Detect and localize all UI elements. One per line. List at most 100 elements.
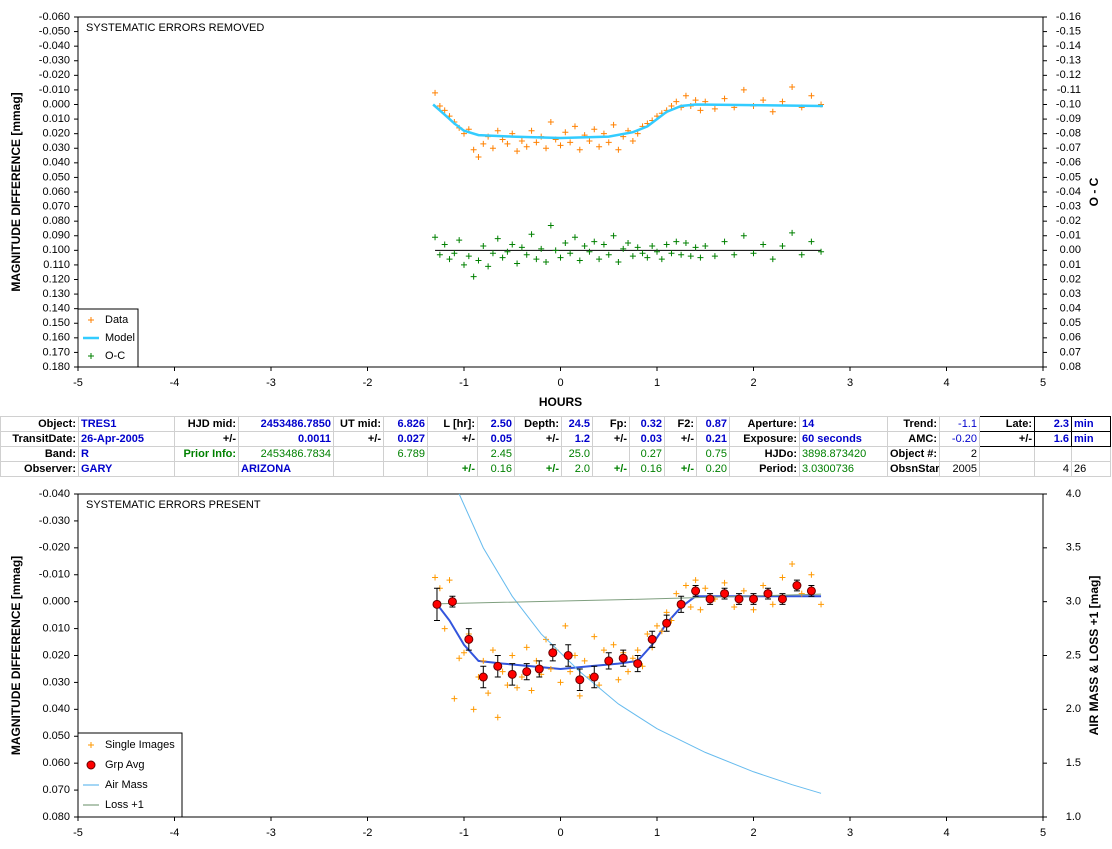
table-cell: 0.027 [383,431,428,447]
data-point [451,695,458,702]
y-tick-label: 0.010 [42,113,70,125]
table-cell: Exposure: [729,431,800,447]
data-point [658,256,665,263]
y2-tick-label: -0.02 [1056,215,1081,227]
table-cell: 0.16 [477,461,515,477]
table-cell: Object: [0,416,79,432]
x-tick-label: -2 [363,827,373,839]
group-average [720,589,730,599]
y-tick-label: -0.020 [39,69,70,81]
x-tick-label: -2 [363,377,373,389]
legend-label: Grp Avg [105,759,145,771]
table-cell: Fp: [592,416,630,432]
y2-axis-label: AIR MASS & LOSS +1 [mag] [1087,576,1101,736]
y-tick-label: 0.170 [42,346,70,358]
data-point [760,582,767,589]
data-point [600,647,607,654]
y-tick-label: 0.000 [42,596,70,608]
table-cell: 0.05 [477,431,515,447]
data-point [702,585,709,592]
group-average [691,586,701,596]
y-tick-label: -0.010 [39,84,70,96]
table-cell: Trend: [887,416,940,432]
data-point [682,240,689,247]
data-point [769,256,776,263]
data-point [504,140,511,147]
table-cell: Depth: [514,416,562,432]
data-point [456,655,463,662]
data-point [475,154,482,160]
y2-tick-label: -0.15 [1056,25,1081,37]
table-cell: +/- [514,461,562,477]
table-cell: TransitDate: [0,431,79,447]
data-point [629,655,636,662]
data-point [489,647,496,654]
table-row: Observer: GARY ARIZONA +/- 0.16 +/- 2.0 +/- 0.16… [0,461,1111,477]
y2-tick-label: -0.05 [1056,171,1081,183]
group-average [432,599,442,609]
table-cell [979,461,1035,477]
y-tick-label: 0.050 [42,730,70,742]
table-cell [174,461,239,477]
table-cell [979,446,1035,462]
x-tick-label: -1 [459,377,469,389]
y2-tick-label: -0.13 [1056,55,1081,67]
y2-tick-label: -0.11 [1057,84,1081,96]
table-cell: 2.45 [477,446,515,462]
x-tick-label: -5 [73,827,83,839]
y2-tick-label: 1.0 [1066,811,1081,823]
y-axis-label: MAGNITUDE DIFFERENCE [mmag] [9,556,23,755]
data-point [485,690,492,697]
data-point [760,241,767,248]
table-cell: 6.789 [383,446,428,462]
data-point [528,127,535,134]
group-average [749,594,758,604]
data-point [514,148,521,155]
data-point [779,574,786,581]
group-average [604,656,614,666]
data-point [798,251,805,258]
table-cell: 2.50 [477,416,515,432]
x-tick-label: 0 [557,827,563,839]
y2-tick-label: 0.01 [1060,259,1081,271]
group-average [633,659,643,669]
table-cell: 0.32 [629,416,665,432]
group-average [589,672,599,682]
data-point [740,86,747,93]
legend-swatch [88,353,94,359]
data-point [586,137,593,144]
table-cell: 24.5 [561,416,593,432]
data-point [692,577,699,584]
y-tick-label: 0.080 [42,811,70,823]
y2-tick-label: 0.08 [1060,361,1081,373]
table-cell: +/- [427,461,478,477]
data-point [432,574,439,581]
data-point [562,622,569,629]
y2-tick-label: -0.09 [1056,113,1081,125]
y-tick-label: 0.010 [42,622,70,634]
y-tick-label: 0.120 [42,273,70,285]
data-point [629,137,636,144]
y2-tick-label: -0.06 [1056,157,1081,169]
y-tick-label: 0.040 [42,157,70,169]
data-point [682,92,689,99]
data-point [441,625,448,632]
data-point [591,633,598,640]
data-point [461,261,467,268]
data-point [485,263,492,270]
data-point [571,123,578,130]
y2-tick-label: 1.5 [1066,757,1081,769]
table-cell: 1.2 [561,431,593,447]
table-cell: +/- [592,461,630,477]
group-average [763,589,773,599]
data-point [760,97,767,104]
table-cell: -1.1 [939,416,980,432]
data-point [475,257,482,264]
data-point [678,251,685,258]
y-tick-label: 0.090 [42,230,70,242]
data-point [470,273,477,280]
data-point [702,242,709,249]
x-tick-label: 5 [1040,377,1046,389]
data-point [610,232,617,239]
data-point [779,98,786,105]
